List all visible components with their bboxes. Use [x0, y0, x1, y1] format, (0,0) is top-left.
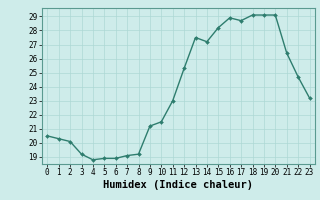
- X-axis label: Humidex (Indice chaleur): Humidex (Indice chaleur): [103, 180, 253, 190]
